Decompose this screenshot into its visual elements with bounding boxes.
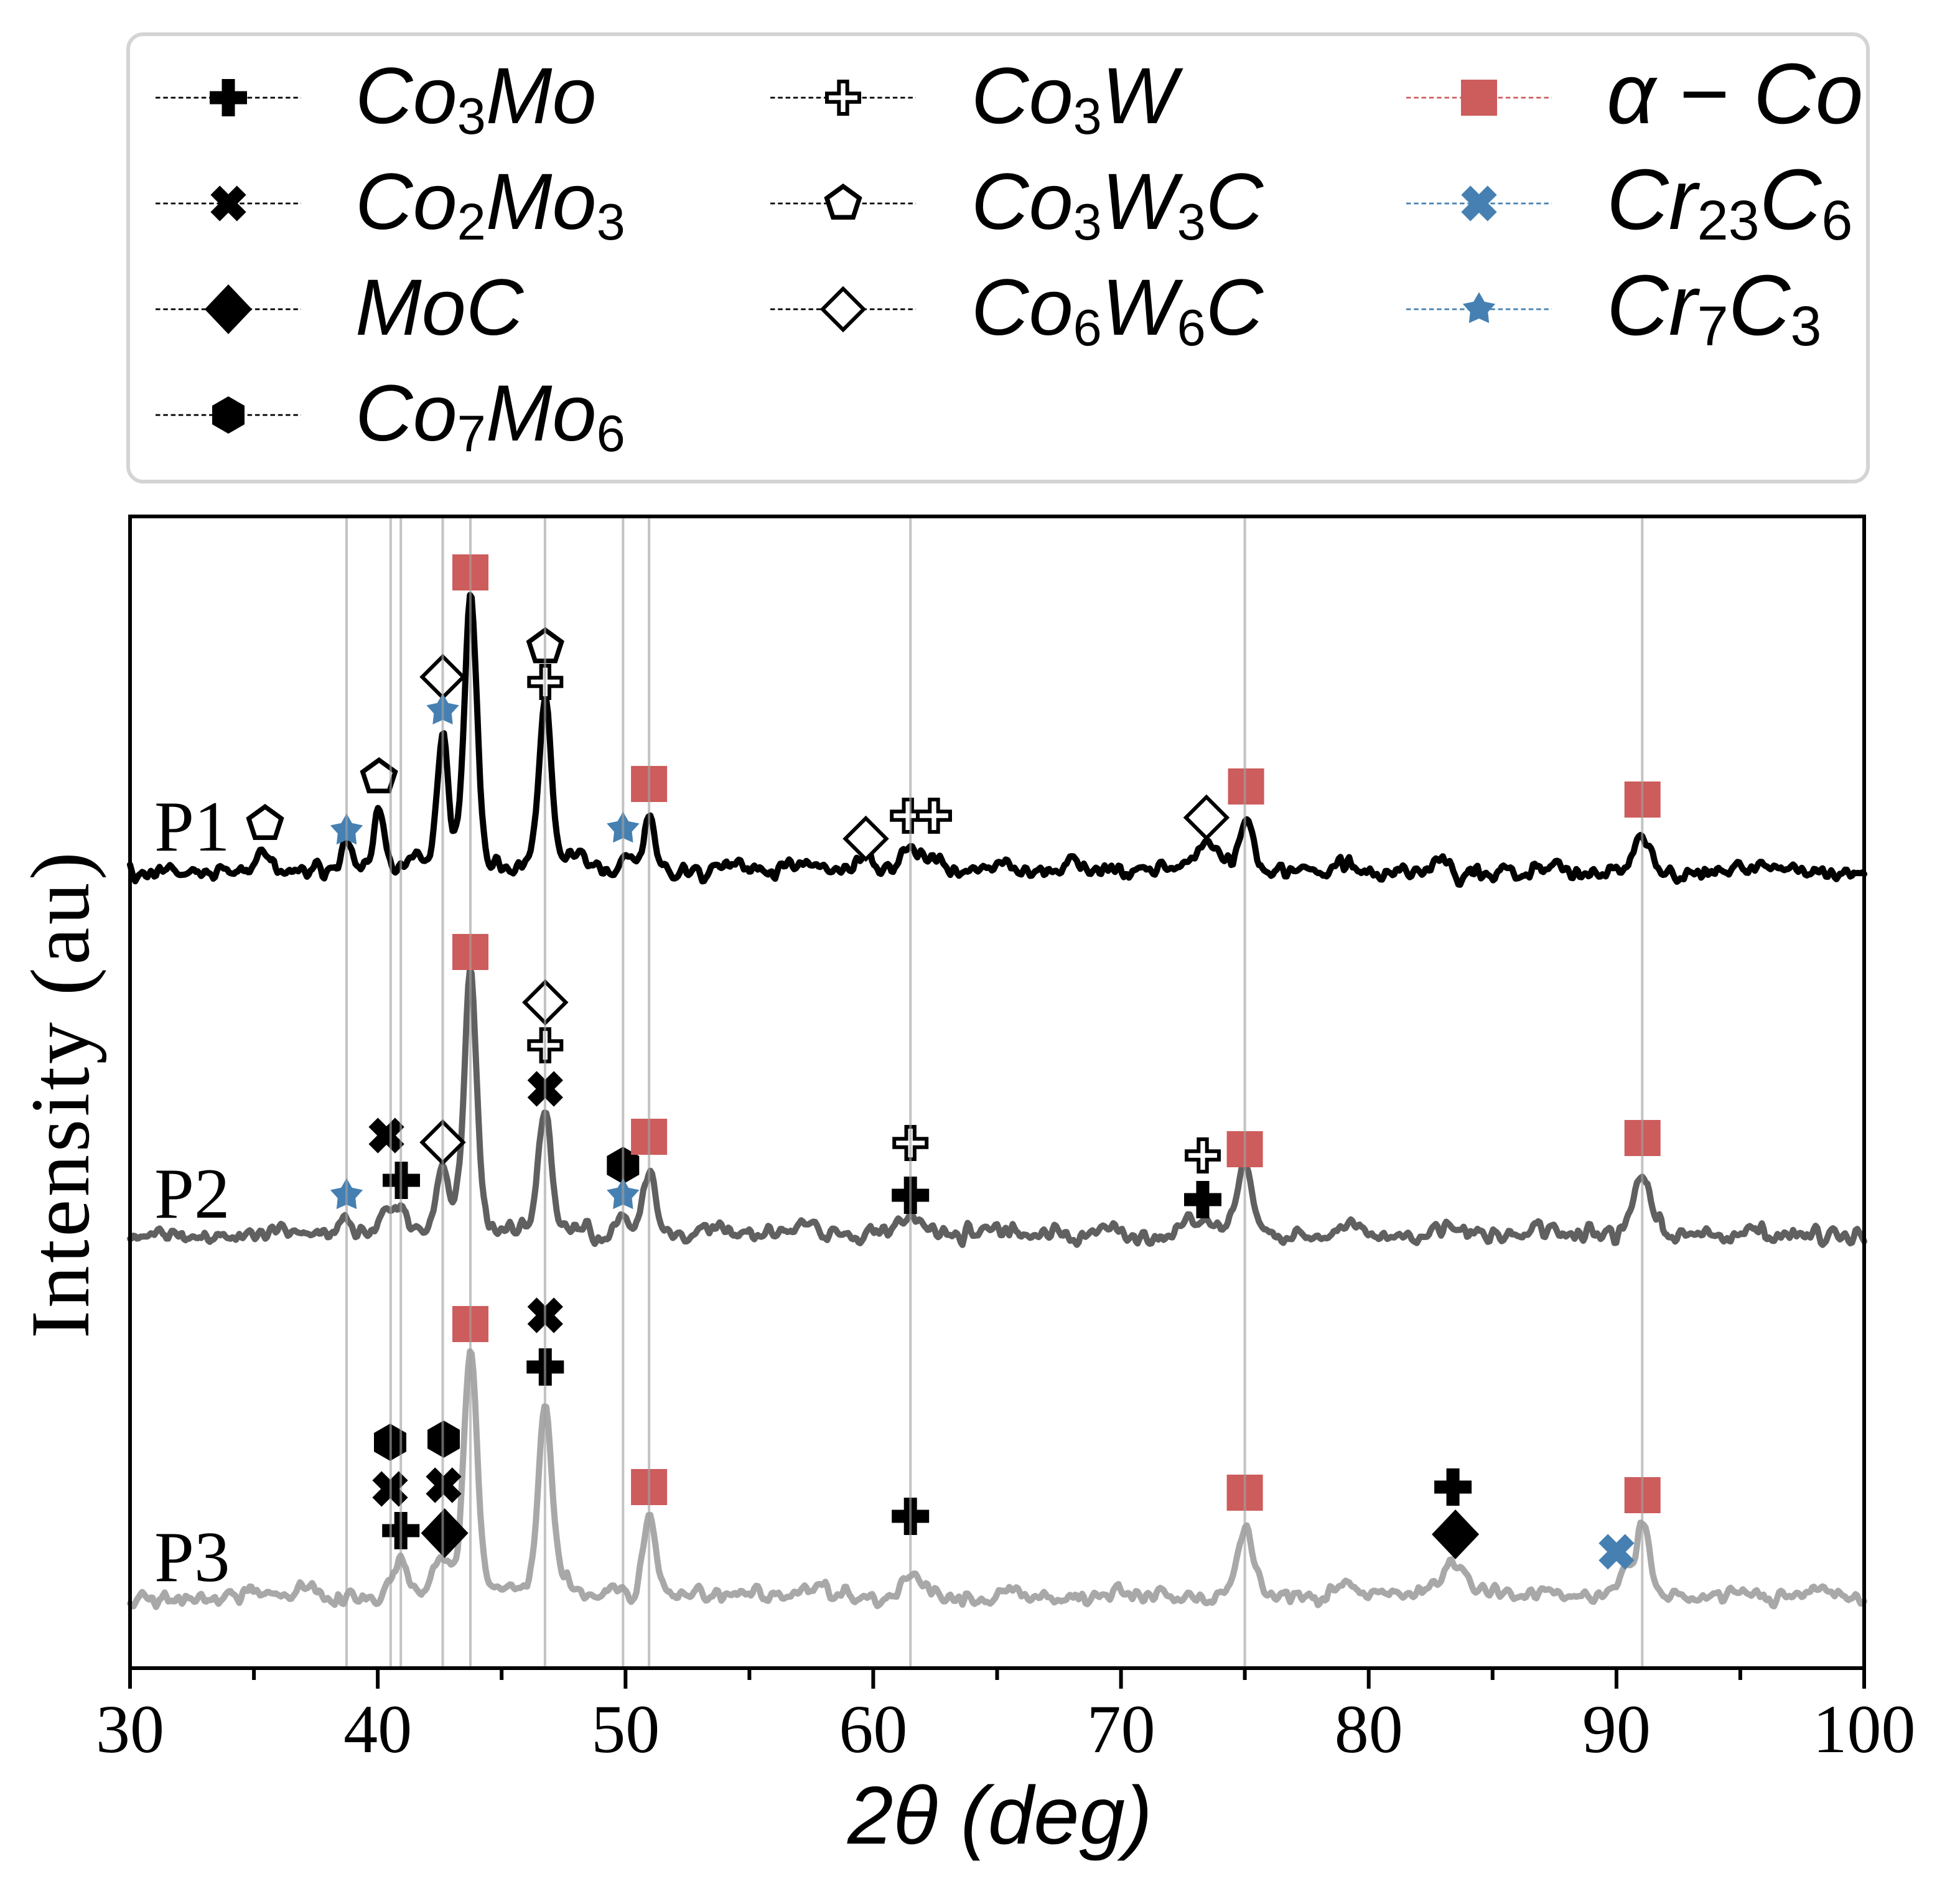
svg-text:Co3​W: Co3​W [971,52,1183,145]
svg-text:80: 80 [1335,1691,1403,1767]
svg-text:Co6​W6​C: Co6​W6​C [971,263,1264,357]
svg-text:Cr7​C3​: Cr7​C3​ [1607,258,1821,358]
svg-text:60: 60 [839,1691,907,1767]
svg-text:70: 70 [1087,1691,1155,1767]
svg-text:P3: P3 [154,1518,230,1597]
svg-text:Intensity (au): Intensity (au) [14,849,107,1339]
svg-text:P2: P2 [154,1154,230,1233]
svg-text:2θ (deg): 2θ (deg) [847,1770,1152,1861]
svg-text:α − Co: α − Co [1607,46,1863,142]
svg-text:90: 90 [1582,1691,1651,1767]
svg-text:MoC: MoC [355,263,525,352]
svg-text:P1: P1 [154,787,230,866]
svg-text:Cr23​C6​: Cr23​C6​ [1607,152,1852,252]
svg-text:Co3​Mo: Co3​Mo [355,52,597,145]
svg-text:50: 50 [591,1691,660,1767]
svg-text:100: 100 [1813,1691,1916,1767]
svg-text:Co7​Mo6​: Co7​Mo6​ [355,369,625,462]
svg-text:30: 30 [96,1691,164,1767]
svg-text:Co2​Mo3​: Co2​Mo3​ [355,157,625,251]
svg-text:Co3​W3​C: Co3​W3​C [971,157,1264,251]
svg-text:40: 40 [343,1691,412,1767]
